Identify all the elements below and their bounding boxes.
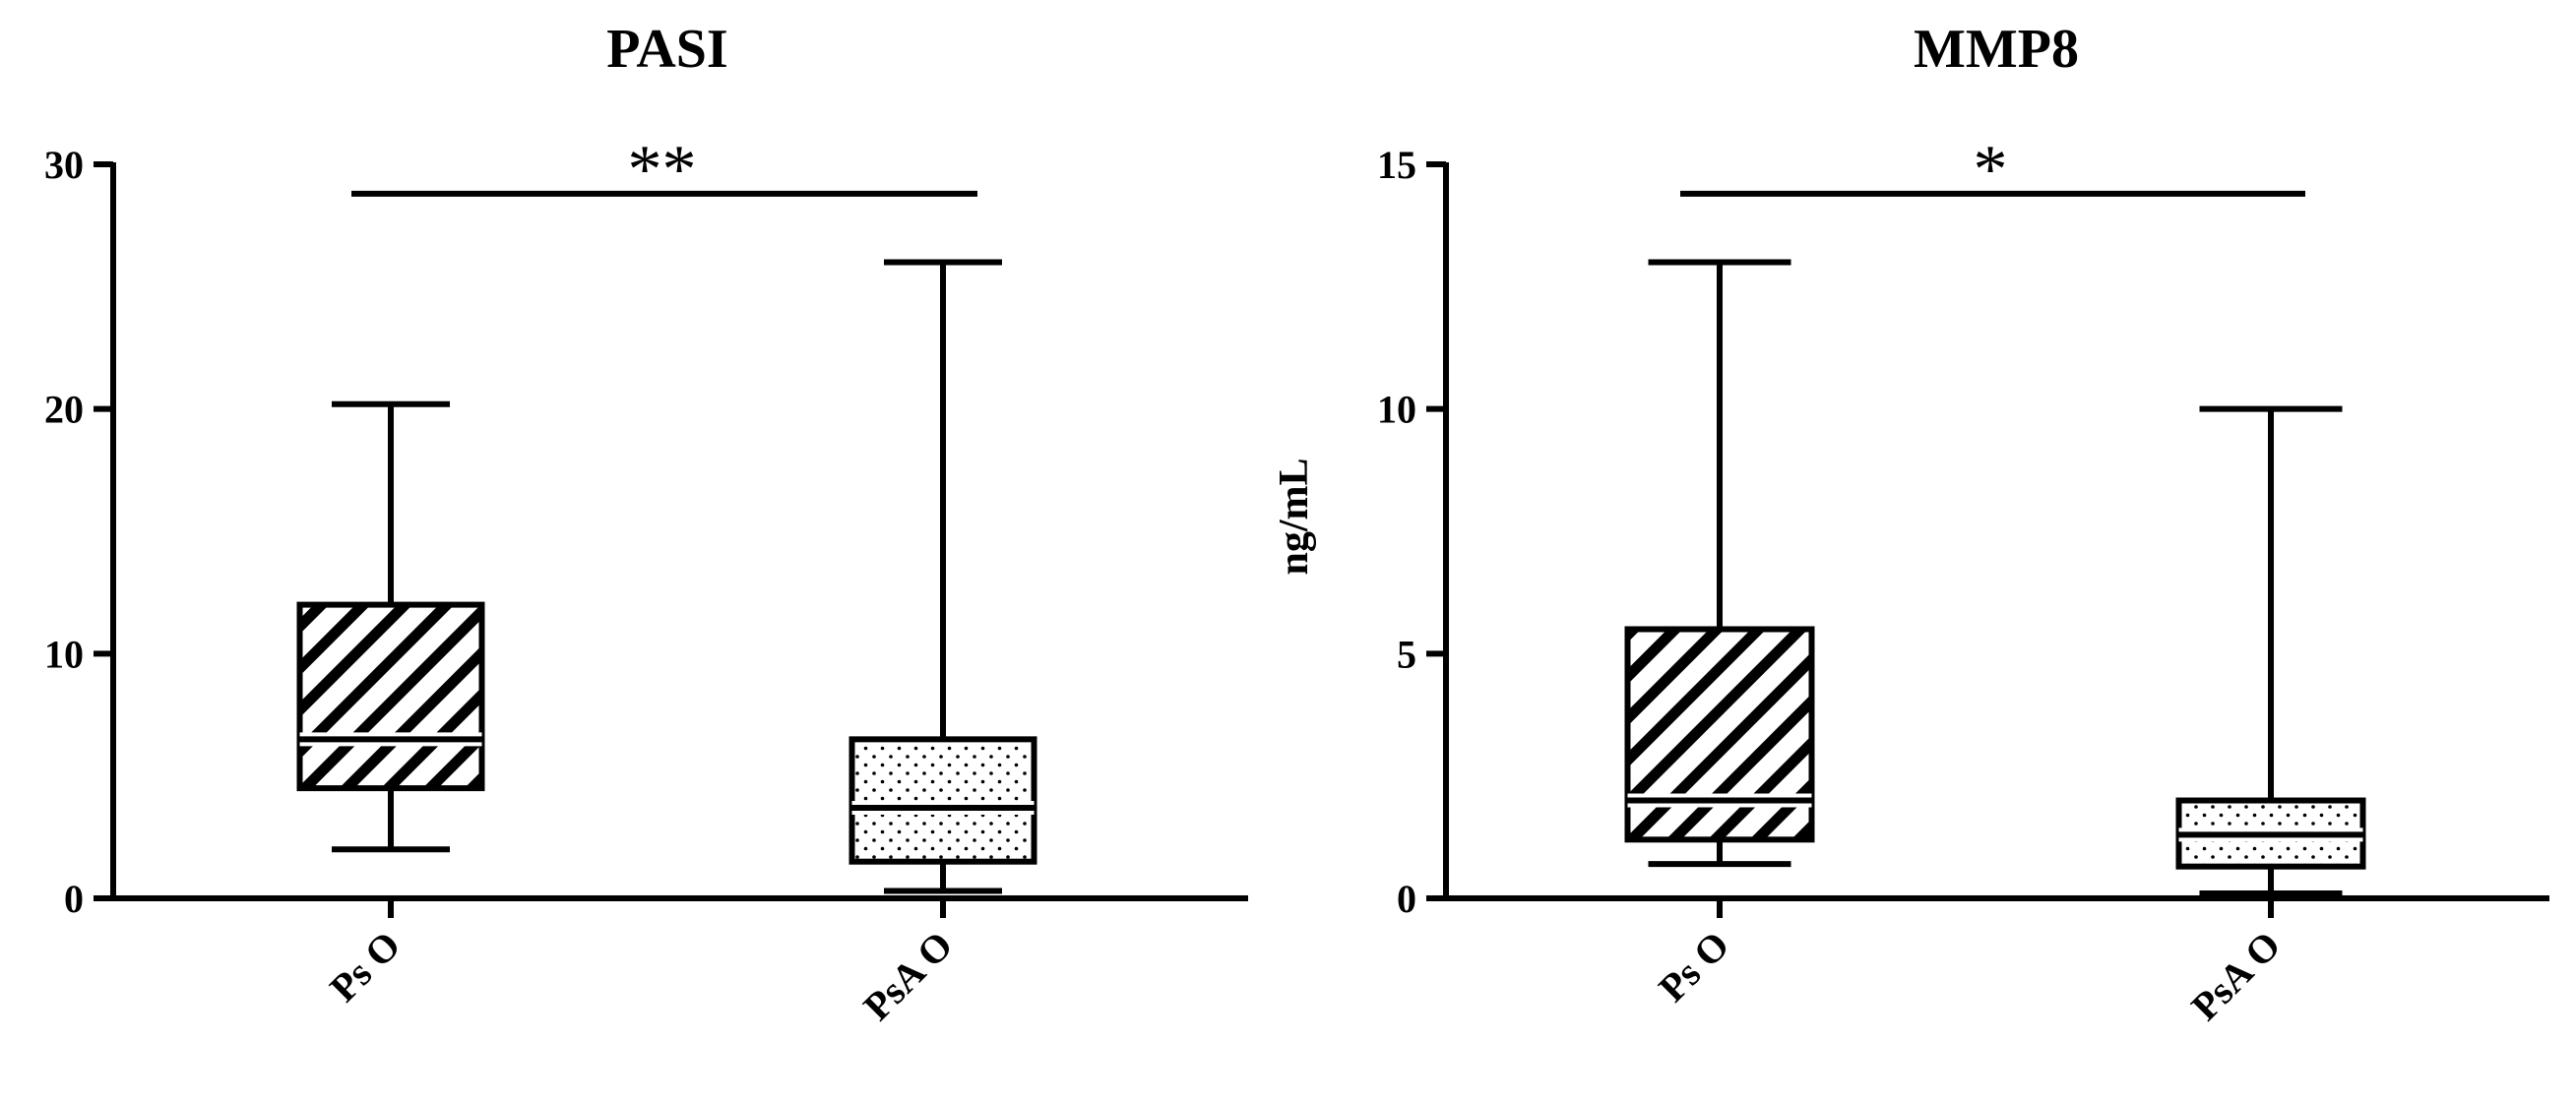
y-axis-label: ng/mL [1272, 458, 1317, 575]
significance-bracket: ** [351, 132, 977, 208]
y-tick-label: 10 [44, 632, 84, 676]
boxes [296, 259, 1037, 894]
chart-title: MMP8 [1914, 19, 2079, 80]
y-tick-label: 0 [1397, 877, 1416, 921]
x-category-label: PsA O [854, 923, 961, 1029]
iqr-box [848, 736, 1037, 865]
significance-bracket: * [1680, 132, 2305, 208]
x-category-label: PsA O [2182, 923, 2289, 1029]
y-tick-label: 20 [44, 388, 84, 432]
significance-stars: * [1974, 132, 2008, 208]
y-tick-label: 0 [64, 877, 84, 921]
iqr-box [1624, 626, 1815, 843]
chart-title: PASI [606, 19, 727, 80]
y-tick-label: 5 [1397, 632, 1416, 676]
y-tick-label: 10 [1377, 388, 1416, 432]
iqr-box [296, 601, 485, 792]
x-axis-labels: Ps O PsA O [321, 923, 961, 1029]
x-axis-labels: Ps O PsA O [1650, 923, 2289, 1029]
x-category-label: Ps O [1650, 923, 1737, 1010]
y-tick-label: 30 [44, 143, 84, 187]
x-category-label: Ps O [321, 923, 408, 1010]
chart-panel-mmp8: MMP8 ng/mL 0 5 10 15 * Ps O PsA O [1272, 19, 2549, 1029]
y-tick-label: 15 [1377, 143, 1416, 187]
chart-panel-pasi: PASI 0 10 20 30 ** Ps O PsA O [44, 19, 1248, 1029]
boxes [1624, 259, 2366, 897]
significance-stars: ** [628, 132, 697, 208]
y-axis: 0 10 20 30 [44, 143, 1248, 921]
y-axis: 0 5 10 15 [1377, 143, 2549, 921]
